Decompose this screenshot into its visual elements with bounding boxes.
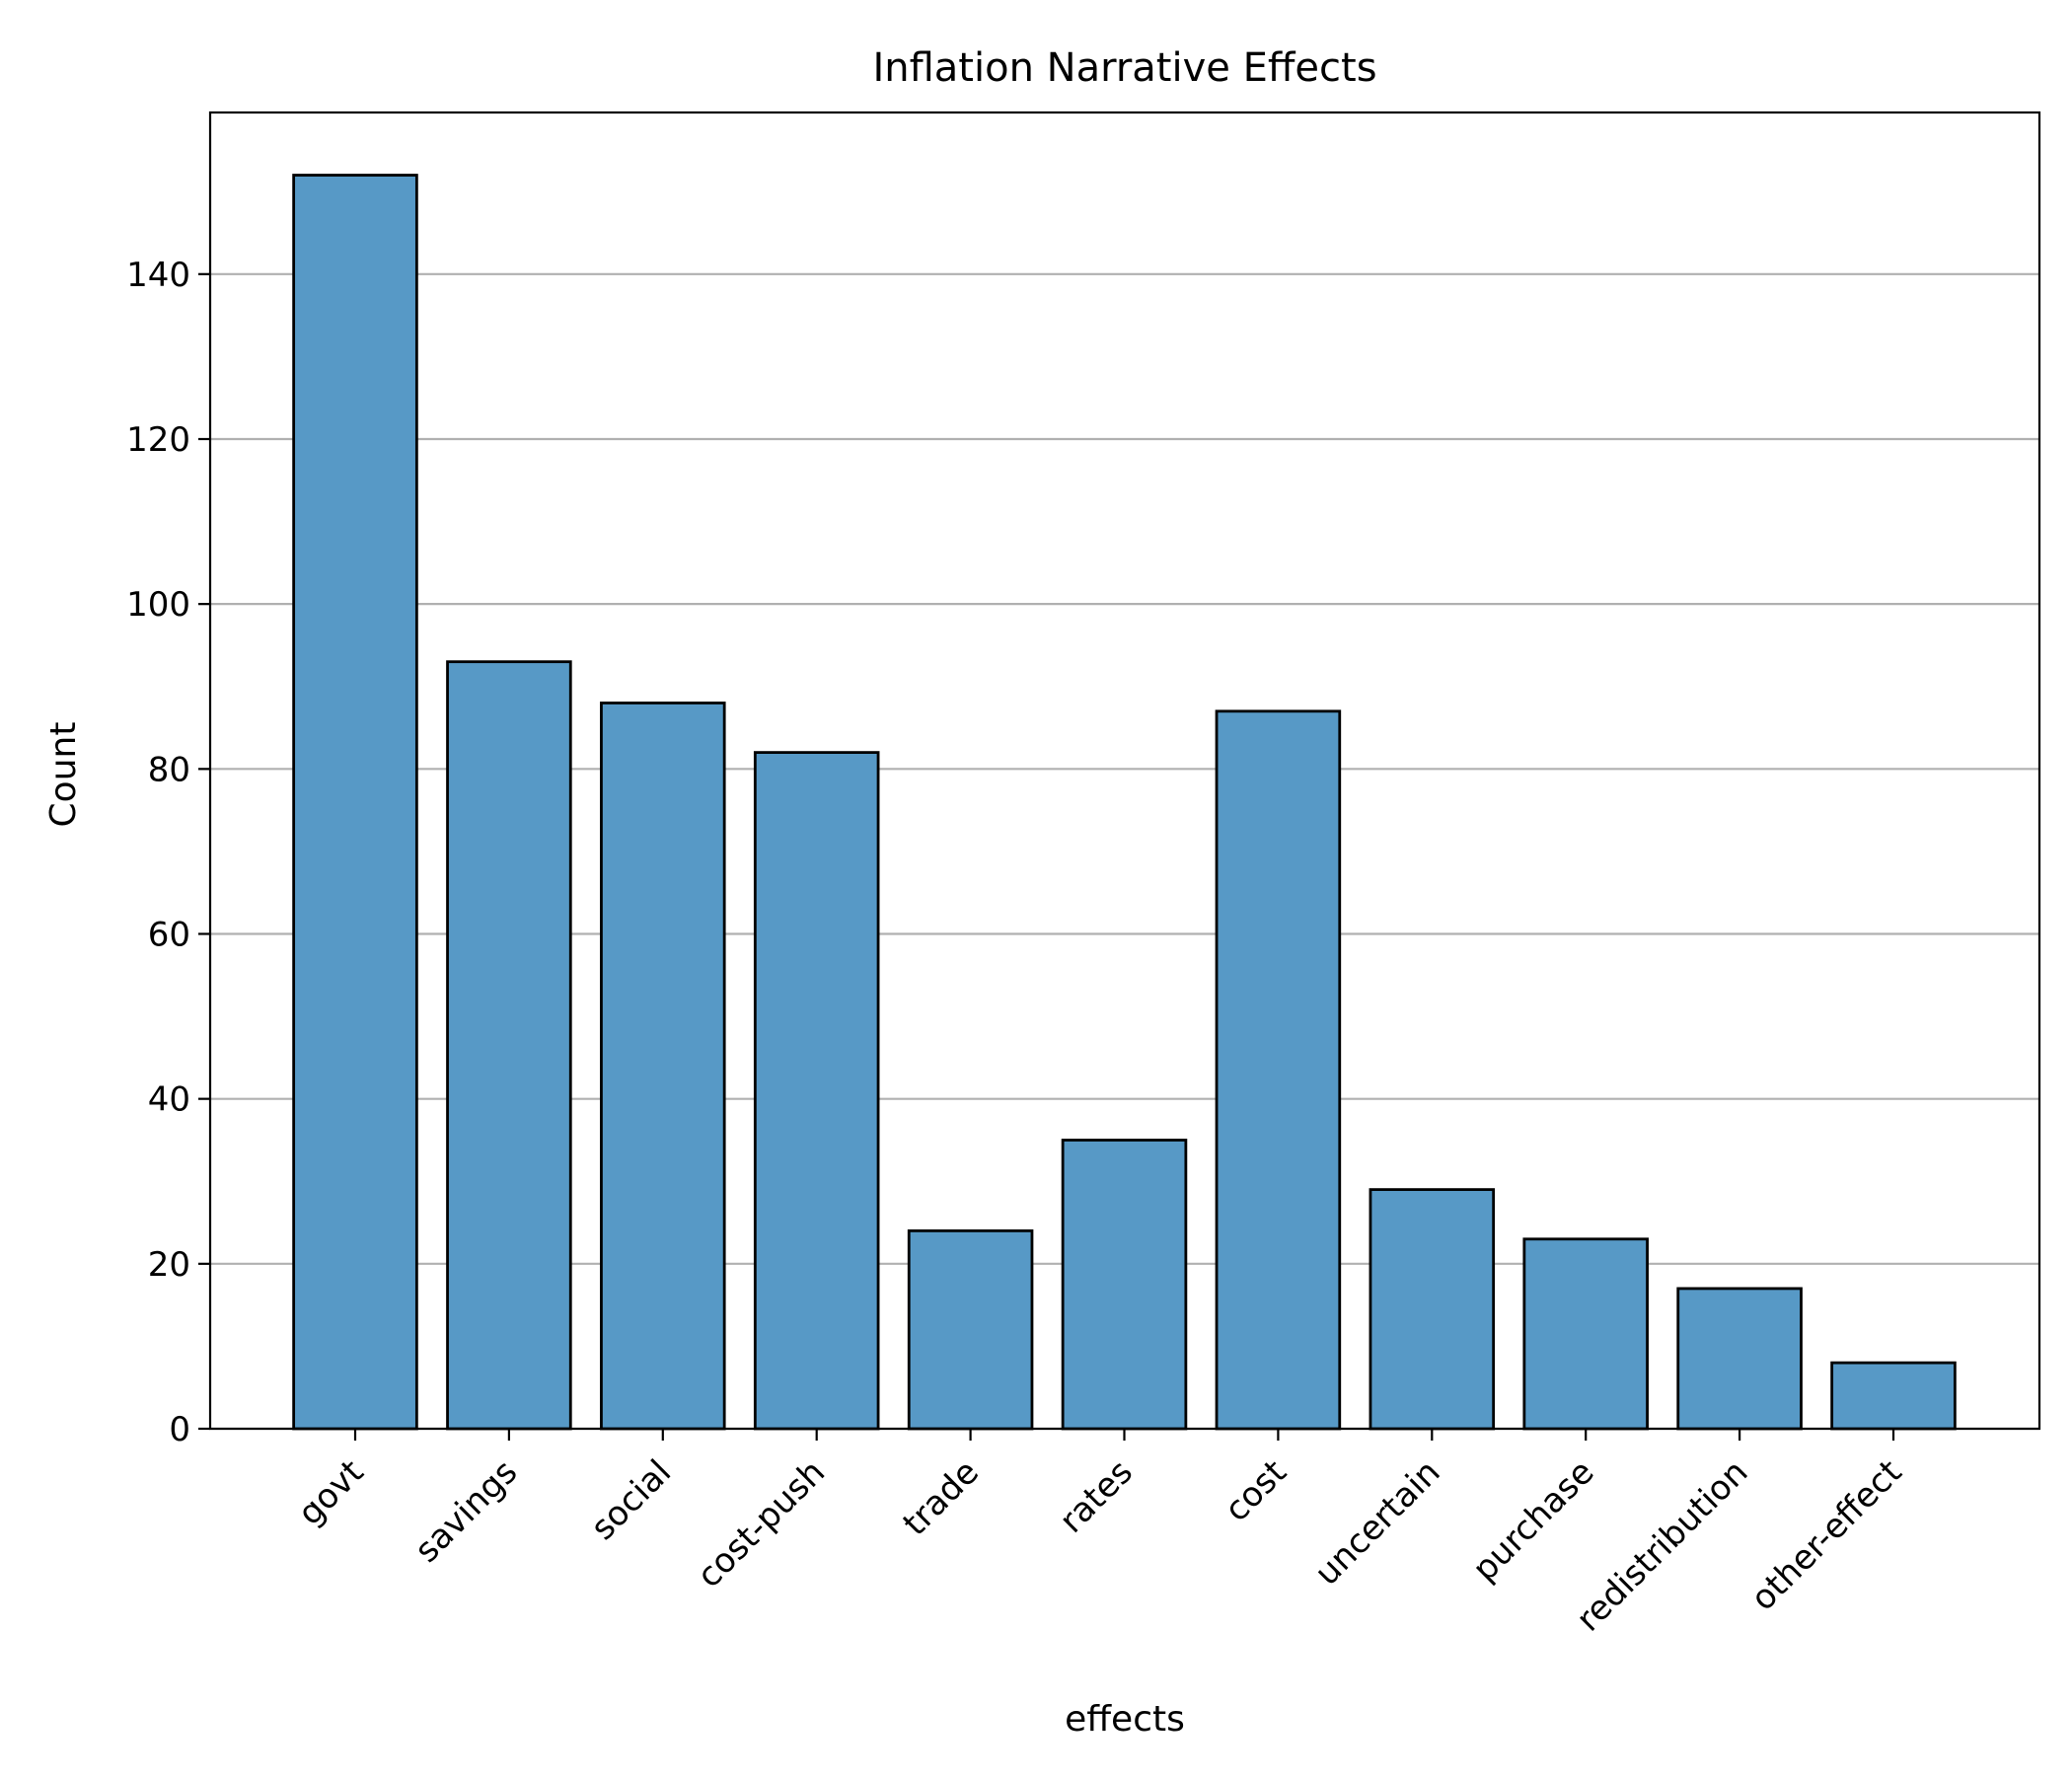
bar-cost [1215, 709, 1342, 1431]
y-tick-label: 120 [126, 420, 190, 460]
bar-cost-push [753, 751, 880, 1431]
y-tick-label: 60 [148, 915, 190, 954]
bar-rates [1061, 1139, 1188, 1431]
y-axis-label: Count [43, 722, 84, 828]
bar-redistribution [1676, 1287, 1803, 1431]
y-tick-label: 140 [126, 256, 190, 295]
bar-savings [446, 660, 572, 1431]
y-tick-label: 100 [126, 585, 190, 625]
y-tick-label: 20 [148, 1245, 190, 1285]
y-tick-label: 40 [148, 1080, 190, 1120]
y-axis-ticks: 0 20 40 60 80 100 120 140 [126, 256, 210, 1449]
y-tick-label: 80 [148, 750, 190, 789]
bar-purchase [1522, 1237, 1649, 1431]
bars [292, 174, 1957, 1431]
bar-govt [292, 174, 418, 1431]
bar-social [600, 702, 726, 1431]
y-tick-label: 0 [169, 1410, 190, 1449]
bar-trade [907, 1228, 1034, 1431]
x-axis-label: effects [1065, 1699, 1185, 1740]
chart-title: Inflation Narrative Effects [872, 45, 1376, 91]
bar-other-effect [1830, 1361, 1957, 1431]
bar-uncertain [1369, 1188, 1496, 1431]
